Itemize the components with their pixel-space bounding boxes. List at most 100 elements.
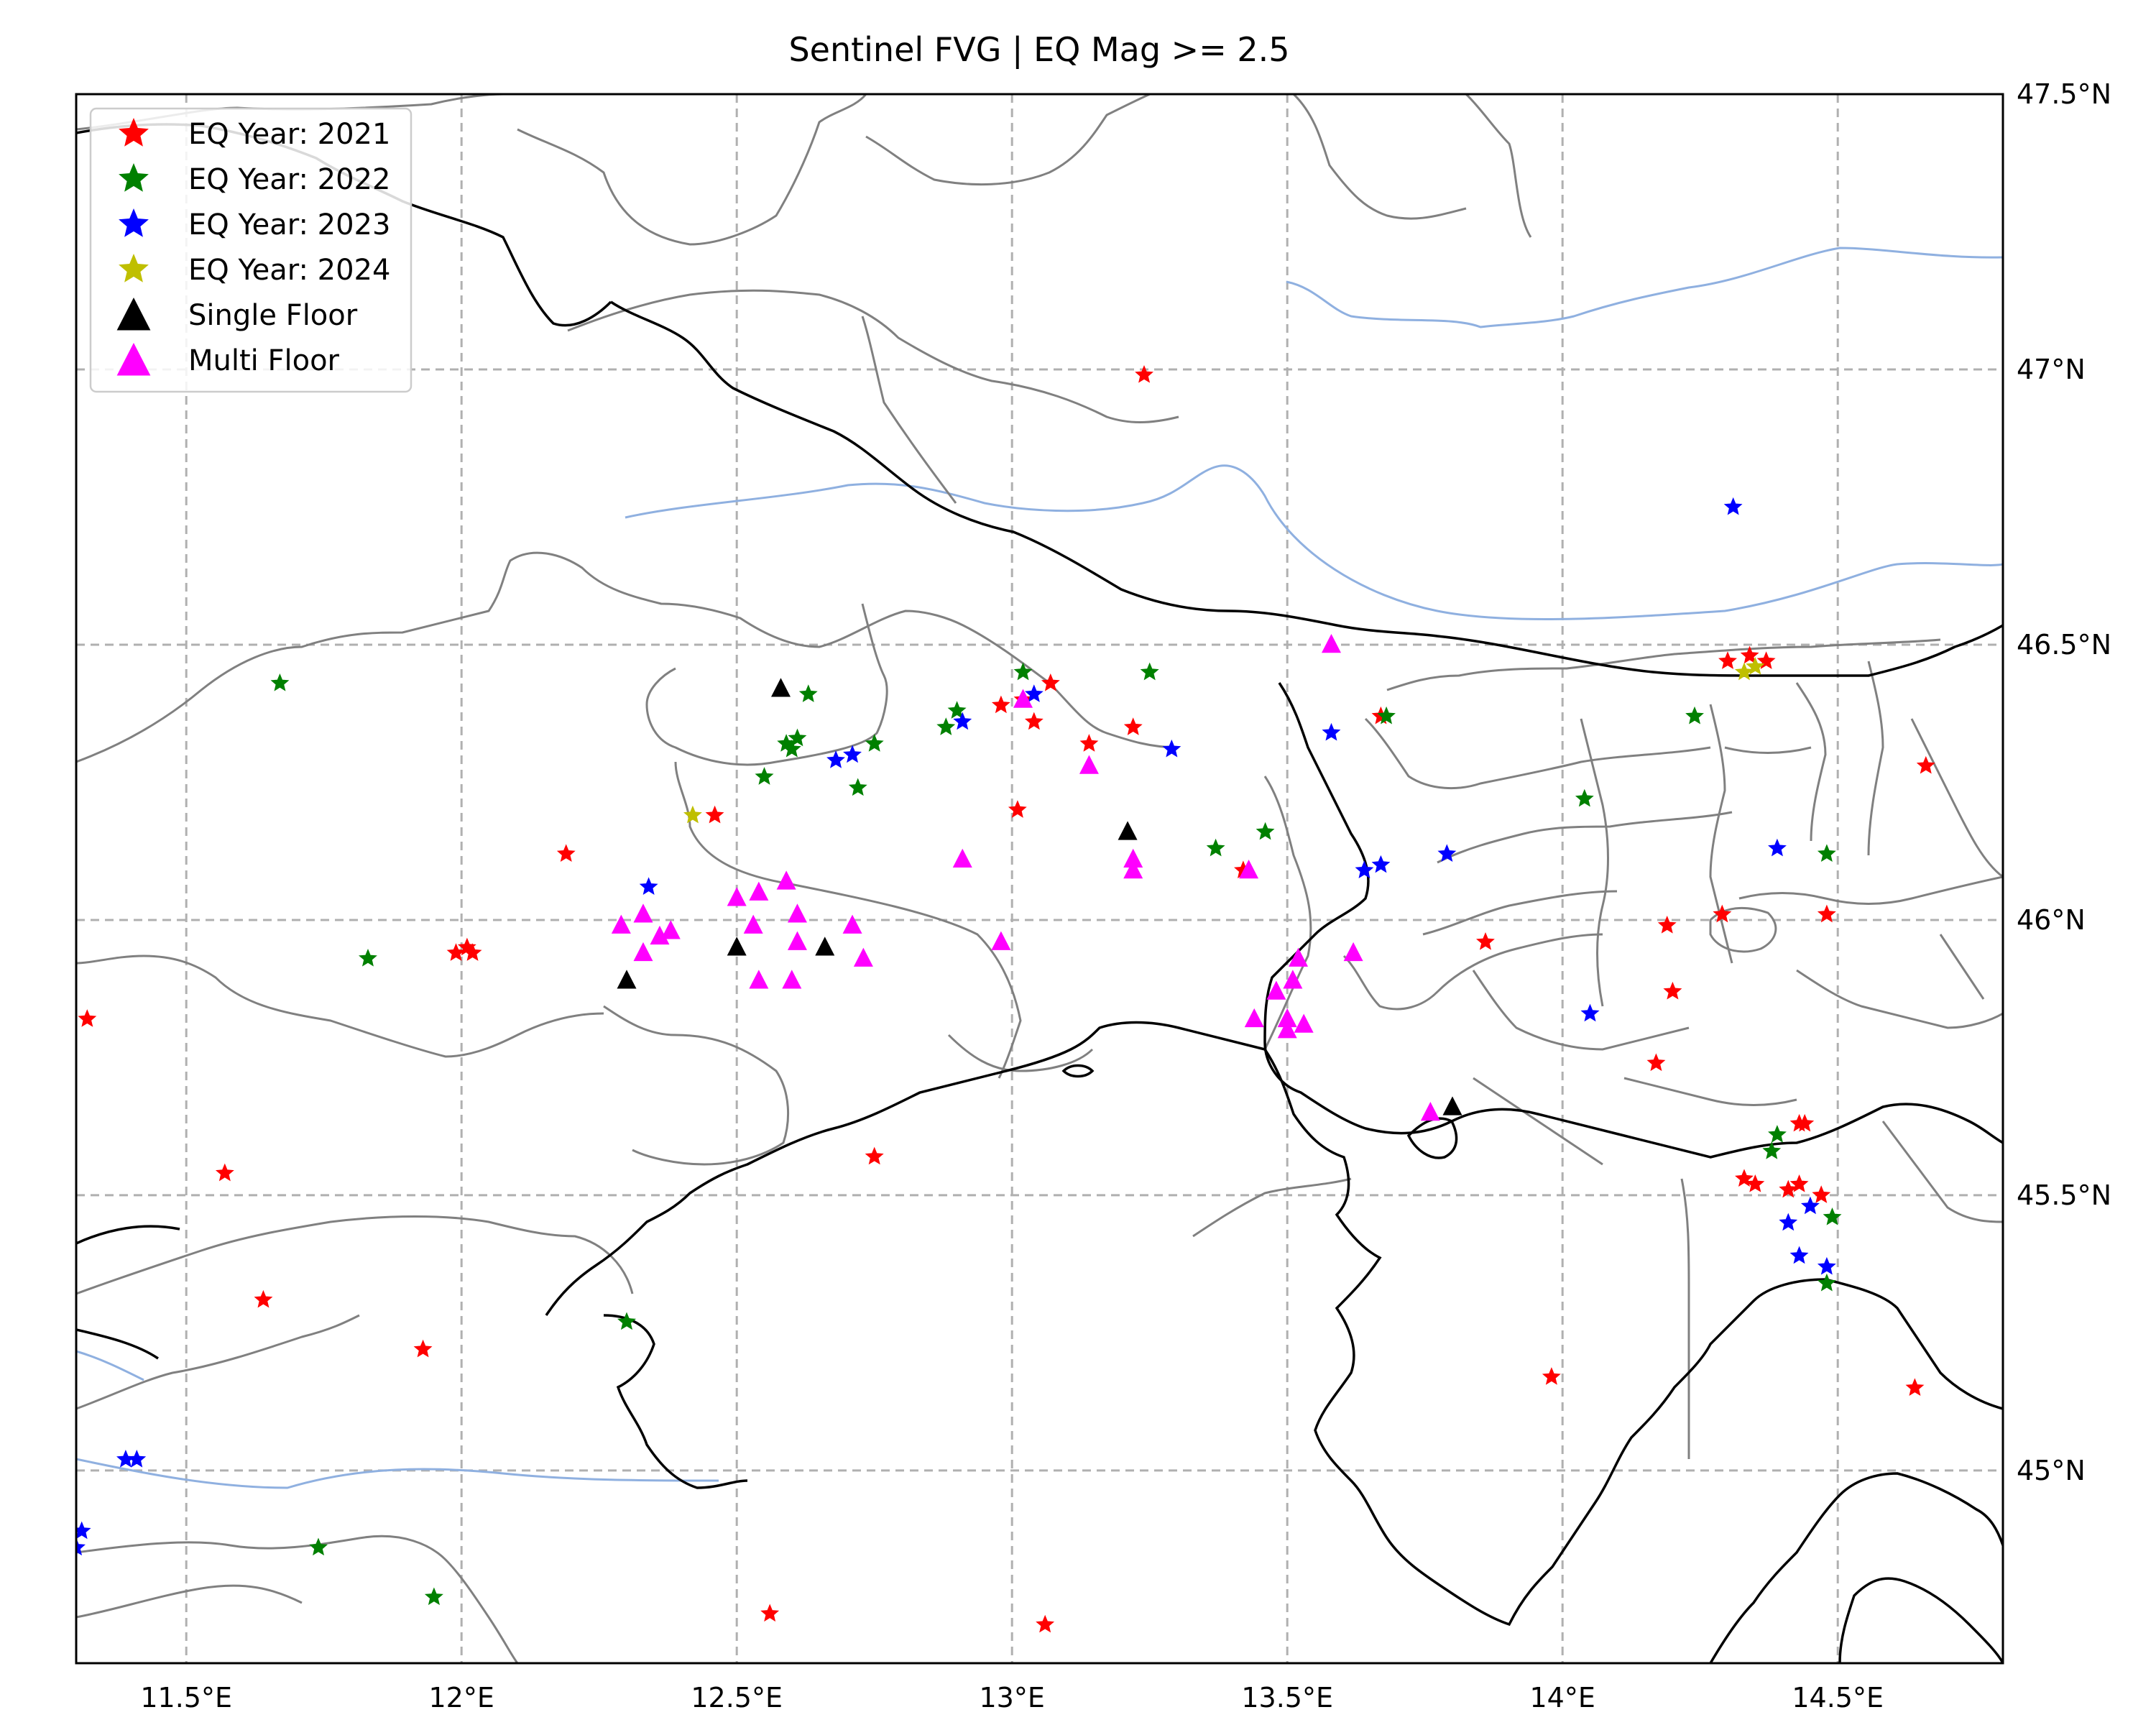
earthquake-marker — [1734, 662, 1754, 681]
earthquake-marker — [1768, 838, 1787, 857]
earthquake-marker — [1817, 904, 1836, 923]
building-marker — [782, 970, 802, 989]
earthquake-marker — [1713, 904, 1732, 923]
earthquake-marker — [1024, 712, 1044, 730]
earthquake-marker — [76, 1537, 86, 1556]
earthquake-marker — [1123, 717, 1143, 735]
x-tick-label: 13.5°E — [1241, 1682, 1333, 1714]
earthquake-marker — [1140, 662, 1159, 681]
legend-item-2024: EQ Year: 2024 — [119, 254, 390, 287]
earthquake-marker — [1740, 645, 1759, 664]
y-axis-ticks: 47.5°N 47°N 46.5°N 46°N 45.5°N 45°N — [2017, 78, 2111, 1486]
earthquake-marker — [1135, 364, 1153, 383]
earthquake-marker — [1746, 656, 1765, 675]
legend-label: Single Floor — [188, 299, 358, 332]
building-marker — [1123, 848, 1143, 868]
building-marker — [1283, 970, 1303, 989]
legend-item-2023: EQ Year: 2023 — [119, 208, 390, 242]
series-eq-year-2022 — [270, 662, 1842, 1606]
x-tick-label: 14.5°E — [1792, 1682, 1884, 1714]
x-tick-label: 11.5°E — [140, 1682, 232, 1714]
earthquake-marker — [755, 767, 774, 785]
building-marker — [660, 920, 681, 939]
earthquake-marker — [1041, 673, 1060, 691]
building-marker — [1013, 689, 1033, 708]
earthquake-marker — [1355, 860, 1374, 878]
earthquake-marker — [1024, 684, 1044, 702]
legend-item-2022: EQ Year: 2022 — [119, 163, 390, 196]
earthquake-marker — [358, 948, 377, 967]
x-tick-label: 13°E — [980, 1682, 1045, 1714]
earthquake-marker — [782, 739, 801, 758]
building-marker — [1289, 947, 1309, 967]
series-single-floor — [617, 678, 1462, 1116]
y-tick-label: 46.5°N — [2017, 629, 2111, 661]
map-title: Sentinel FVG | EQ Mag >= 2.5 — [788, 30, 1289, 70]
building-marker — [1239, 860, 1259, 879]
building-marker — [1442, 1096, 1462, 1116]
building-marker — [787, 931, 807, 950]
earthquake-marker — [1475, 932, 1495, 950]
legend-triangle-marker — [116, 298, 151, 331]
building-marker — [1244, 1008, 1264, 1028]
building-marker — [1079, 755, 1099, 774]
series-eq-year-2024 — [683, 656, 1765, 824]
building-marker — [1420, 1102, 1440, 1121]
map-area — [76, 94, 2003, 1663]
earthquake-marker — [1823, 1207, 1842, 1225]
earthquake-marker — [413, 1339, 433, 1358]
earthquake-marker — [617, 1312, 637, 1330]
earthquake-marker — [1206, 838, 1225, 857]
earthquake-marker — [1542, 1367, 1561, 1385]
x-axis-ticks: 11.5°E 12°E 12.5°E 13°E 13.5°E 14°E 14.5… — [140, 1682, 1884, 1714]
earthquake-marker — [705, 805, 724, 824]
building-marker — [749, 881, 769, 901]
legend-triangle-marker — [116, 343, 151, 376]
earthquake-marker — [865, 734, 884, 752]
earthquake-marker — [1812, 1185, 1831, 1203]
legend-item-2021: EQ Year: 2021 — [119, 118, 390, 151]
earthquake-marker — [1580, 1003, 1600, 1022]
earthquake-marker — [1905, 1378, 1925, 1396]
series-eq-year-2023 — [76, 497, 1836, 1556]
earthquake-marker — [1817, 1256, 1836, 1275]
earthquake-marker — [1779, 1213, 1798, 1231]
data-points — [76, 364, 1935, 1633]
building-marker — [776, 870, 796, 890]
earthquake-marker — [1377, 706, 1396, 724]
legend-item-multi-floor: Multi Floor — [116, 343, 340, 377]
legend-label: EQ Year: 2024 — [188, 254, 390, 287]
earthquake-marker — [424, 1587, 443, 1606]
building-marker — [1118, 821, 1138, 840]
legend-label: EQ Year: 2023 — [188, 208, 390, 242]
earthquake-marker — [1800, 1196, 1820, 1215]
x-tick-label: 14°E — [1530, 1682, 1595, 1714]
building-marker — [853, 947, 873, 967]
building-marker — [952, 848, 972, 868]
earthquake-marker — [1768, 1125, 1787, 1143]
earthquake-marker — [215, 1163, 234, 1182]
earthquake-marker — [936, 717, 956, 735]
plot-frame — [75, 93, 2004, 1665]
building-marker — [1266, 980, 1286, 1000]
building-marker — [727, 887, 747, 906]
building-marker — [1343, 942, 1363, 962]
legend-star-marker — [119, 118, 149, 147]
x-tick-label: 12.5°E — [691, 1682, 783, 1714]
legend-star-marker — [119, 163, 149, 192]
earthquake-marker — [254, 1289, 273, 1308]
earthquake-marker — [1657, 915, 1677, 934]
legend-label: EQ Year: 2021 — [188, 118, 390, 151]
y-tick-label: 47.5°N — [2017, 78, 2111, 110]
earthquake-marker — [1789, 1246, 1809, 1264]
earthquake-marker — [1646, 1053, 1666, 1072]
earthquake-marker — [1817, 844, 1836, 862]
building-marker — [749, 970, 769, 989]
building-marker — [743, 914, 763, 934]
earthquake-marker — [127, 1449, 147, 1468]
legend-box — [89, 107, 413, 393]
earthquake-marker — [953, 712, 972, 730]
earthquake-marker — [446, 943, 466, 961]
earthquake-marker — [1789, 1174, 1809, 1192]
